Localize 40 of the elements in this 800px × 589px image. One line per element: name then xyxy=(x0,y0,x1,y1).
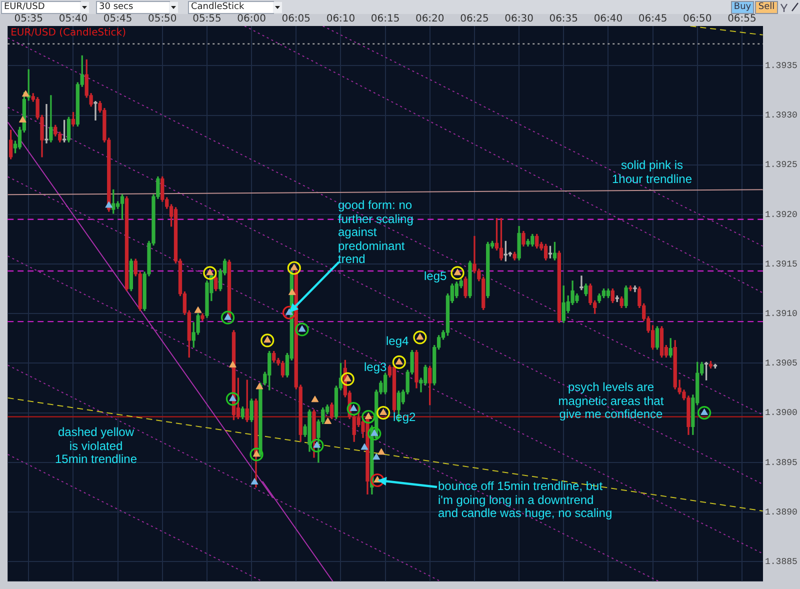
annotation: dashed yellow is violated 15min trendline xyxy=(54,425,138,466)
y-tick-label: 1.3915 xyxy=(765,259,798,270)
x-tick-label: 06:15 xyxy=(370,14,400,25)
y-tick-label: 1.3895 xyxy=(765,458,798,468)
y-tick-label: 1.3920 xyxy=(765,210,798,220)
x-tick-label: 06:05 xyxy=(282,14,311,25)
x-tick-label: 06:40 xyxy=(594,14,623,25)
text: 30 secs xyxy=(96,1,170,14)
text: Sell xyxy=(755,1,778,14)
chart-title: EUR/USD (CandleStick) xyxy=(10,28,126,39)
x-tick-label: 05:35 xyxy=(14,14,44,25)
x-tick-label: 06:45 xyxy=(638,14,668,25)
y-tick-label: 1.3890 xyxy=(765,507,798,518)
annotation: leg3 xyxy=(364,360,387,374)
y-tick-label: 1.3910 xyxy=(765,309,798,320)
x-tick-label: 06:10 xyxy=(326,14,356,25)
text: Buy xyxy=(731,1,754,14)
y-tick-label: 1.3885 xyxy=(765,556,798,567)
y-tick-label: 1.3930 xyxy=(765,110,798,121)
y-tick-label: 1.3925 xyxy=(765,160,798,170)
y-tick-label: 1.3905 xyxy=(765,358,798,369)
annotation: leg5 xyxy=(424,269,447,284)
x-tick-label: 06:50 xyxy=(682,14,712,25)
y-tick-label: 1.3935 xyxy=(765,61,798,72)
x-tick-label: 05:50 xyxy=(148,14,177,25)
x-tick-label: 06:30 xyxy=(504,14,534,25)
y-tick-label: 1.3900 xyxy=(765,408,798,418)
x-tick-label: 06:35 xyxy=(549,14,578,25)
x-tick-label: 06:25 xyxy=(460,14,489,25)
annotation: leg4 xyxy=(386,334,409,348)
x-tick-label: 05:45 xyxy=(103,14,132,25)
text: CandleStick xyxy=(188,1,274,14)
annotation: solid pink is 1hour trendline xyxy=(610,158,694,186)
x-tick-label: 06:00 xyxy=(237,14,266,25)
x-tick-label: 06:55 xyxy=(728,14,756,25)
x-tick-label: 05:55 xyxy=(192,14,222,25)
annotation: bounce off 15min trendline, but i'm going long in a downtrend and candle was huge, no scaling xyxy=(438,479,612,520)
text: EUR/USD xyxy=(1,1,81,14)
x-tick-label: 05:40 xyxy=(58,14,88,25)
x-tick-label: 06:20 xyxy=(415,14,444,25)
